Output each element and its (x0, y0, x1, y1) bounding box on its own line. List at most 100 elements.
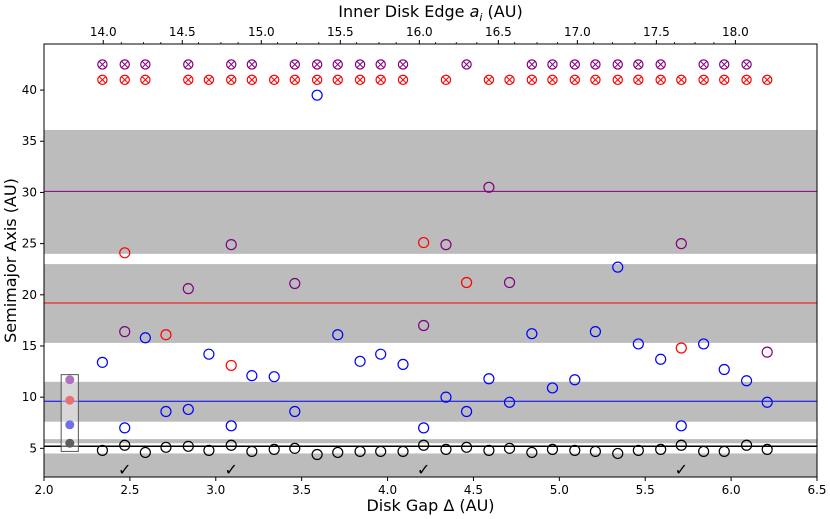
y-axis-title: Semimajor Axis (AU) (1, 178, 20, 343)
legend-dot (65, 395, 75, 405)
top-x-tick-label: 17.5 (643, 25, 670, 39)
ejected-red-point-cross-b (548, 76, 557, 84)
ejected-red-point-circle (375, 74, 386, 86)
ejected-red-point-circle (97, 74, 108, 86)
ejected-purple-point (719, 59, 730, 70)
top-axis-title-sub: i (479, 11, 482, 24)
blue-point (268, 371, 280, 383)
ejected-red-point (676, 74, 687, 86)
red-point (225, 359, 237, 372)
red-point (418, 236, 430, 249)
ejected-purple-point-cross-b (399, 60, 407, 69)
y-tick-label: 30 (22, 185, 37, 199)
unstable-band (44, 381, 817, 422)
black-point (96, 444, 109, 456)
ejected-red-point-cross-b (334, 76, 342, 84)
ejected-purple-point-circle (375, 59, 386, 70)
top-x-tick-label: 14.0 (90, 25, 117, 39)
ejected-red-point (440, 74, 452, 86)
ejected-purple-point (655, 59, 666, 70)
blue-point (119, 422, 131, 434)
ejected-red-point-cross-b (700, 76, 708, 84)
blue-point (160, 405, 172, 418)
checkmark: ✓ (675, 460, 688, 479)
ejected-purple-point-circle (246, 59, 258, 70)
ejected-red-point-circle (311, 74, 323, 86)
ejected-red-point-circle (676, 74, 687, 86)
ejected-purple-point (226, 59, 237, 70)
ejected-red-point (375, 74, 386, 86)
ejected-red-point-cross-b (657, 76, 665, 84)
ejected-red-point-circle (203, 74, 215, 86)
ejected-purple-point-cross-b (184, 60, 192, 69)
blue-point (675, 420, 687, 432)
legend-box (60, 374, 79, 452)
ejected-purple-point (569, 59, 580, 70)
ejected-red-point-circle (633, 74, 644, 86)
black-point (526, 446, 538, 459)
ejected-red-point-circle (526, 74, 538, 86)
ejected-purple-point-cross-b (634, 60, 642, 69)
x-tick-label: 3.5 (292, 483, 311, 497)
ejected-purple-point-circle (526, 59, 538, 70)
ejected-red-point (140, 74, 151, 86)
ejected-red-point (183, 74, 194, 86)
ejected-red-point (504, 74, 515, 86)
ejected-purple-point-cross-b (334, 60, 342, 69)
red-point (675, 342, 687, 354)
ejected-red-point (698, 74, 709, 86)
ejected-red-point-circle (183, 74, 194, 86)
x-tick-label: 3.0 (206, 483, 225, 497)
purple-point (503, 276, 516, 289)
top-x-tick-label: 14.5 (169, 25, 196, 39)
ejected-red-point-cross-b (291, 76, 299, 84)
black-point (289, 442, 301, 454)
ejected-purple-point-circle (569, 59, 580, 70)
x-tick-label: 2.0 (34, 483, 53, 497)
purple-point (182, 283, 194, 295)
x-tick-label: 5.5 (636, 483, 655, 497)
ejected-purple-point-circle (547, 59, 558, 70)
blue-point (740, 375, 753, 387)
ejected-purple-point-circle (97, 59, 108, 70)
ejected-red-point-cross-b (227, 76, 235, 84)
legend-dot (65, 375, 75, 385)
ejected-red-point-cross-b (248, 76, 256, 84)
ejected-purple-point (397, 59, 409, 70)
blue-point (397, 358, 409, 370)
unstable-band (44, 439, 817, 444)
black-point (761, 443, 773, 455)
ejected-purple-point-cross-b (614, 60, 622, 69)
purple-point (440, 239, 452, 251)
blue-point (139, 332, 151, 344)
top-x-tick-label: 16.5 (485, 25, 512, 39)
black-point (740, 439, 753, 451)
top-x-tick-label: 18.0 (722, 25, 749, 39)
ejected-purple-point-circle (655, 59, 666, 70)
ejected-red-point-cross-b (571, 76, 579, 84)
blue-point (526, 328, 538, 340)
black-point (698, 445, 710, 458)
blue-point (289, 405, 301, 418)
blue-point (483, 373, 495, 385)
ejected-red-point-cross-b (528, 76, 536, 84)
blue-point (698, 338, 710, 350)
ejected-red-point (741, 74, 752, 86)
ejected-purple-point-cross-b (657, 60, 665, 69)
black-point (503, 442, 516, 454)
ejected-red-point (332, 74, 343, 86)
top-axis-title: Inner Disk Edge ai (AU) (338, 2, 522, 24)
black-point (332, 446, 344, 459)
blue-point (418, 422, 430, 434)
ejected-red-point (526, 74, 538, 86)
red-point (460, 276, 473, 289)
ejected-purple-point (633, 59, 644, 70)
blue-point (503, 396, 516, 408)
black-point (225, 439, 237, 451)
blue-point (569, 374, 581, 386)
ejected-purple-point (119, 59, 130, 70)
ejected-red-point-circle (226, 74, 237, 86)
ejected-red-point-cross-b (205, 76, 213, 84)
top-x-tick-label: 16.0 (406, 25, 433, 39)
